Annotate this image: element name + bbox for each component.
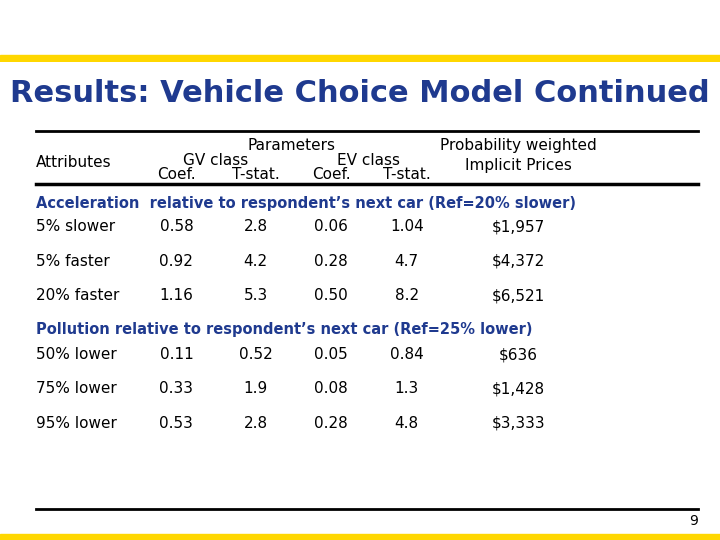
Text: $3,333: $3,333 <box>492 416 545 431</box>
Text: 0.92: 0.92 <box>159 254 194 269</box>
Text: Attributes: Attributes <box>36 155 112 170</box>
Text: 5.3: 5.3 <box>243 288 268 303</box>
Text: 1.16: 1.16 <box>159 288 194 303</box>
Text: 50% lower: 50% lower <box>36 347 117 362</box>
Text: $1,428: $1,428 <box>492 381 545 396</box>
Text: 0.53: 0.53 <box>159 416 194 431</box>
Text: 4.7: 4.7 <box>395 254 419 269</box>
Text: DELAWARE: DELAWARE <box>162 19 279 37</box>
Text: 1.3: 1.3 <box>395 381 419 396</box>
Text: 0.11: 0.11 <box>160 347 193 362</box>
Text: GV class: GV class <box>184 153 248 167</box>
Text: 0.84: 0.84 <box>390 347 423 362</box>
Text: 0.08: 0.08 <box>315 381 348 396</box>
Text: 2.8: 2.8 <box>243 219 268 234</box>
Text: 4.2: 4.2 <box>243 254 268 269</box>
Text: 95% lower: 95% lower <box>36 416 117 431</box>
Text: Acceleration  relative to respondent’s next car (Ref=20% slower): Acceleration relative to respondent’s ne… <box>36 195 576 211</box>
Text: 0.28: 0.28 <box>315 254 348 269</box>
Text: Coef.: Coef. <box>312 167 351 183</box>
Text: 1.04: 1.04 <box>390 219 423 234</box>
Text: 0.33: 0.33 <box>159 381 194 396</box>
Text: EV class: EV class <box>338 153 400 167</box>
Text: 5% slower: 5% slower <box>36 219 115 234</box>
Text: OF: OF <box>133 22 152 35</box>
Text: $4,372: $4,372 <box>492 254 545 269</box>
Text: 2.8: 2.8 <box>243 416 268 431</box>
Text: 1.9: 1.9 <box>243 381 268 396</box>
Text: Results: Vehicle Choice Model Continued: Results: Vehicle Choice Model Continued <box>10 79 710 107</box>
Text: 4.8: 4.8 <box>395 416 419 431</box>
Text: T-stat.: T-stat. <box>232 167 279 183</box>
Text: 9: 9 <box>690 514 698 528</box>
Text: $1,957: $1,957 <box>492 219 545 234</box>
Text: 0.50: 0.50 <box>315 288 348 303</box>
Text: 8.2: 8.2 <box>395 288 419 303</box>
Text: $6,521: $6,521 <box>492 288 545 303</box>
Text: UNIVERSITY: UNIVERSITY <box>22 19 153 37</box>
Text: 0.58: 0.58 <box>160 219 193 234</box>
Text: 75% lower: 75% lower <box>36 381 117 396</box>
Text: 0.28: 0.28 <box>315 416 348 431</box>
Text: 20% faster: 20% faster <box>36 288 120 303</box>
Bar <box>0 55 720 62</box>
Text: Probability weighted
Implicit Prices: Probability weighted Implicit Prices <box>440 138 597 173</box>
Text: 0.05: 0.05 <box>315 347 348 362</box>
Text: Coef.: Coef. <box>157 167 196 183</box>
Bar <box>0 534 720 540</box>
Text: 0.06: 0.06 <box>314 219 348 234</box>
Text: 5% faster: 5% faster <box>36 254 109 269</box>
Text: Pollution relative to respondent’s next car (Ref=25% lower): Pollution relative to respondent’s next … <box>36 322 533 337</box>
Text: $636: $636 <box>499 347 538 362</box>
Text: Parameters: Parameters <box>248 138 336 153</box>
Text: T-stat.: T-stat. <box>383 167 431 183</box>
Text: 0.52: 0.52 <box>239 347 272 362</box>
